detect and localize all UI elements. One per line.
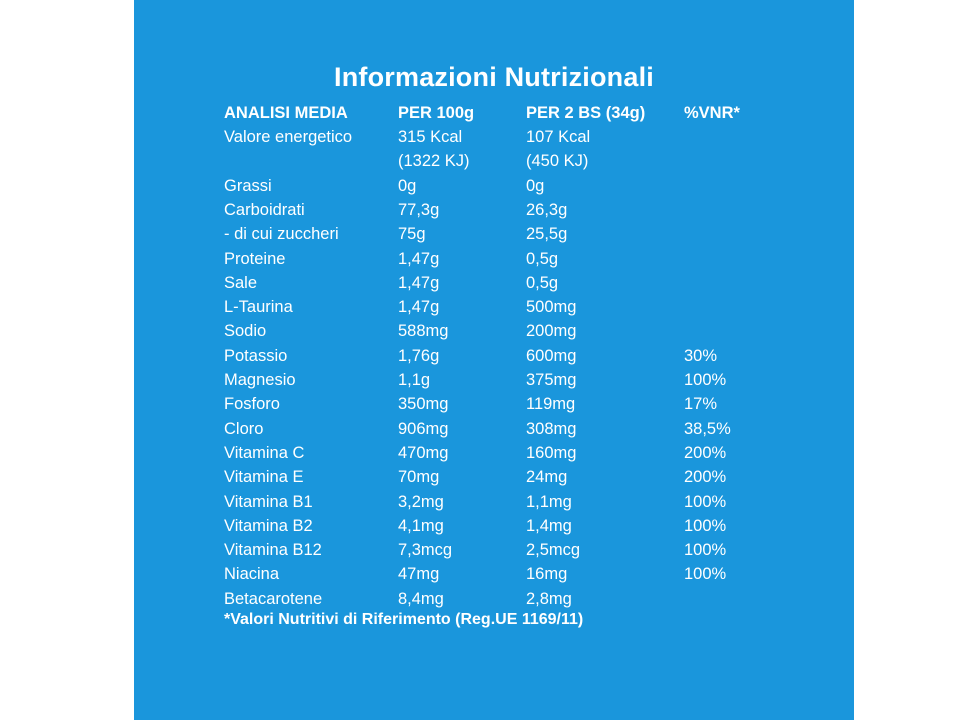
- value-per-2-bs: 25,5g: [526, 225, 568, 244]
- value-per-100g: 315 Kcal: [398, 128, 463, 146]
- value-per-100g: 47mg: [398, 565, 440, 584]
- value-per-2-bs: 24mg: [526, 468, 568, 487]
- value-per-100g: 1,47g: [398, 249, 440, 268]
- value-per-100g: 75g: [398, 225, 426, 244]
- vnr-percent: 38,5%: [684, 419, 731, 438]
- nutrient-name: - di cui zuccheri: [224, 225, 339, 244]
- header-vnr: %VNR*: [684, 104, 740, 122]
- header-per-2-bs: PER 2 BS (34g): [526, 104, 646, 122]
- page-title: Informazioni Nutrizionali: [334, 62, 654, 92]
- nutrient-name: Vitamina B1: [224, 492, 313, 511]
- value-per-2-bs: 2,5mcg: [526, 541, 581, 560]
- value-per-100g: 350mg: [398, 395, 449, 414]
- value-per-2-bs: 0,5g: [526, 249, 559, 268]
- nutrient-name: Magnesio: [224, 371, 296, 389]
- vnr-percent: 30%: [684, 346, 718, 365]
- nutrient-name: Betacarotene: [224, 589, 323, 608]
- vnr-percent: 100%: [684, 565, 727, 584]
- value-per-2-bs: 308mg: [526, 419, 577, 438]
- value-per-2-bs: 26,3g: [526, 200, 568, 219]
- nutrient-name: Vitamina C: [224, 443, 305, 462]
- nutrient-name: Valore energetico: [224, 128, 353, 146]
- nutrient-name: Niacina: [224, 565, 280, 584]
- value-per-100g: 0g: [398, 176, 417, 195]
- value-per-100g: 1,47g: [398, 273, 440, 292]
- value-per-2-bs: 160mg: [526, 443, 577, 462]
- nutrient-name: Vitamina B2: [224, 516, 313, 535]
- value-per-2-bs: 375mg: [526, 371, 577, 389]
- footnote: *Valori Nutritivi di Riferimento (Reg.UE…: [224, 611, 584, 628]
- value-per-2-bs: 1,4mg: [526, 516, 572, 535]
- nutrient-name: L-Taurina: [224, 298, 293, 317]
- value-per-100g: 470mg: [398, 443, 449, 462]
- value-per-2-bs: 1,1mg: [526, 492, 572, 511]
- value-per-2-bs: 16mg: [526, 565, 568, 584]
- vnr-percent: 100%: [684, 541, 727, 560]
- value-per-100g: 906mg: [398, 419, 449, 438]
- value-per-100g: 77,3g: [398, 200, 440, 219]
- value-per-100g: 588mg: [398, 322, 449, 341]
- value-per-100g: 70mg: [398, 468, 440, 487]
- value-per-2-bs: (450 KJ): [526, 152, 589, 171]
- nutrition-panel: Informazioni Nutrizionali ANALISI MEDIA …: [134, 0, 854, 720]
- nutrient-name: Vitamina B12: [224, 541, 322, 560]
- vnr-percent: 17%: [684, 395, 718, 414]
- value-per-100g: 1,1g: [398, 371, 431, 389]
- nutrient-name: Proteine: [224, 249, 286, 268]
- nutrient-name: Carboidrati: [224, 200, 305, 219]
- nutrient-name: Fosforo: [224, 395, 280, 414]
- value-per-2-bs: 119mg: [526, 395, 576, 414]
- value-per-2-bs: 600mg: [526, 346, 577, 365]
- nutrient-name: Grassi: [224, 176, 272, 195]
- value-per-100g: 7,3mcg: [398, 541, 453, 560]
- vnr-percent: 100%: [684, 492, 727, 511]
- value-per-100g: 3,2mg: [398, 492, 444, 511]
- value-per-2-bs: 2,8mg: [526, 589, 572, 608]
- header-per-100g: PER 100g: [398, 104, 475, 122]
- vnr-percent: 100%: [684, 371, 727, 389]
- value-per-2-bs: 0g: [526, 176, 545, 195]
- value-per-100g: 1,76g: [398, 346, 440, 365]
- value-per-2-bs: 200mg: [526, 322, 577, 341]
- nutrient-name: Sale: [224, 273, 258, 292]
- vnr-percent: 200%: [684, 443, 727, 462]
- value-per-100g: 1,47g: [398, 298, 440, 317]
- value-per-2-bs: 0,5g: [526, 273, 559, 292]
- nutrient-name: Sodio: [224, 322, 267, 341]
- vnr-percent: 100%: [684, 516, 727, 535]
- nutrient-name: Vitamina E: [224, 468, 304, 487]
- value-per-2-bs: 107 Kcal: [526, 128, 591, 146]
- value-per-100g: 8,4mg: [398, 589, 444, 608]
- nutrient-name: Potassio: [224, 346, 288, 365]
- vnr-percent: 200%: [684, 468, 727, 487]
- nutrient-name: Cloro: [224, 419, 264, 438]
- value-per-2-bs: 500mg: [526, 298, 577, 317]
- value-per-100g: 4,1mg: [398, 516, 444, 535]
- value-per-100g: (1322 KJ): [398, 152, 470, 171]
- header-analisi-media: ANALISI MEDIA: [224, 104, 348, 122]
